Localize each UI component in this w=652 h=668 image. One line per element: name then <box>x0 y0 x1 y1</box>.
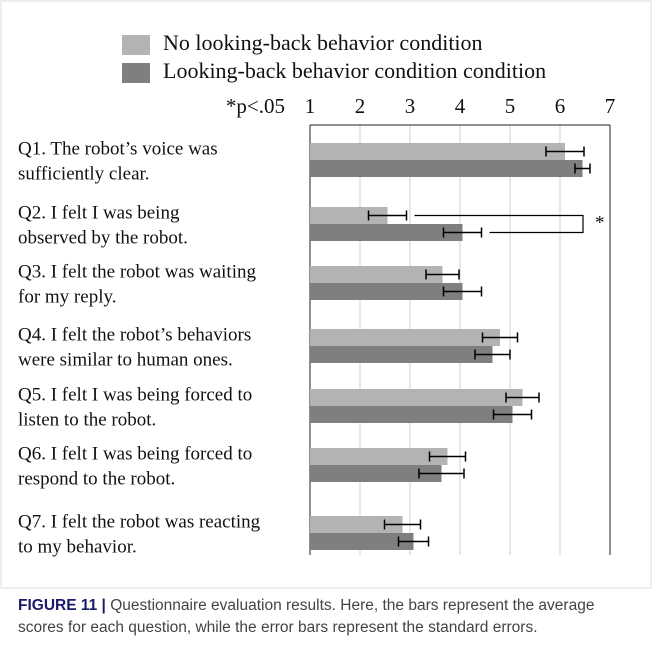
frame <box>0 0 652 589</box>
legend-label: No looking-back behavior condition <box>163 30 483 55</box>
bar <box>310 533 414 550</box>
caption-label: FIGURE 11 | <box>18 597 106 614</box>
bar <box>310 283 463 300</box>
caption-text: Questionnaire evaluation results. Here, … <box>18 597 595 636</box>
x-tick-label: 1 <box>305 94 316 118</box>
error-bar <box>442 286 483 297</box>
error-bar <box>574 163 591 174</box>
x-tick-label: 5 <box>505 94 516 118</box>
x-tick-label: 3 <box>405 94 416 118</box>
bar <box>310 389 523 406</box>
significance-bracket <box>414 214 584 234</box>
error-bar <box>481 332 519 343</box>
x-tick-label: 4 <box>455 94 466 118</box>
bar <box>310 224 463 241</box>
category-label: respond to the robot. <box>18 468 175 489</box>
bar <box>310 406 513 423</box>
legend-swatch <box>122 63 150 83</box>
x-tick-label: 6 <box>555 94 566 118</box>
category-label: to my behavior. <box>18 536 137 557</box>
bar <box>310 329 500 346</box>
bar <box>310 465 442 482</box>
category-label: Q6. I felt I was being forced to <box>18 443 252 464</box>
category-label: listen to the robot. <box>18 409 156 430</box>
bar <box>310 448 448 465</box>
error-bar <box>418 468 465 479</box>
category-label: Q2. I felt I was being <box>18 202 180 223</box>
error-bar <box>505 392 540 403</box>
annotation: * <box>595 212 605 233</box>
error-bar <box>428 451 467 462</box>
bar <box>310 516 403 533</box>
category-label: observed by the robot. <box>18 227 188 248</box>
error-bar <box>367 210 408 221</box>
category-label: sufficiently clear. <box>18 163 150 184</box>
x-tick-label: 7 <box>605 94 616 118</box>
legend-label: Looking-back behavior condition conditio… <box>163 58 546 83</box>
bar <box>310 143 565 160</box>
category-label: for my reply. <box>18 286 117 307</box>
chart: No looking-back behavior condition Lookin… <box>0 0 652 589</box>
category-label: Q5. I felt I was being forced to <box>18 384 252 405</box>
category-label: were similar to human ones. <box>18 349 233 370</box>
significance-label: *p<.05 <box>226 94 285 118</box>
error-bar <box>492 409 533 420</box>
x-tick-label: 2 <box>355 94 366 118</box>
error-bar <box>397 536 430 547</box>
error-bar <box>474 349 511 360</box>
bar <box>310 160 583 177</box>
caption: FIGURE 11 | Questionnaire evaluation res… <box>18 595 638 639</box>
error-bar <box>383 519 422 530</box>
category-label: Q4. I felt the robot’s behaviors <box>18 324 251 345</box>
bar <box>310 346 493 363</box>
error-bar <box>545 146 585 157</box>
error-bar <box>442 227 483 238</box>
error-bar <box>425 269 460 280</box>
bar <box>310 266 443 283</box>
category-label: Q1. The robot’s voice was <box>18 138 218 159</box>
category-label: Q7. I felt the robot was reacting <box>18 511 261 532</box>
category-label: Q3. I felt the robot was waiting <box>18 261 256 282</box>
legend-swatch <box>122 35 150 55</box>
